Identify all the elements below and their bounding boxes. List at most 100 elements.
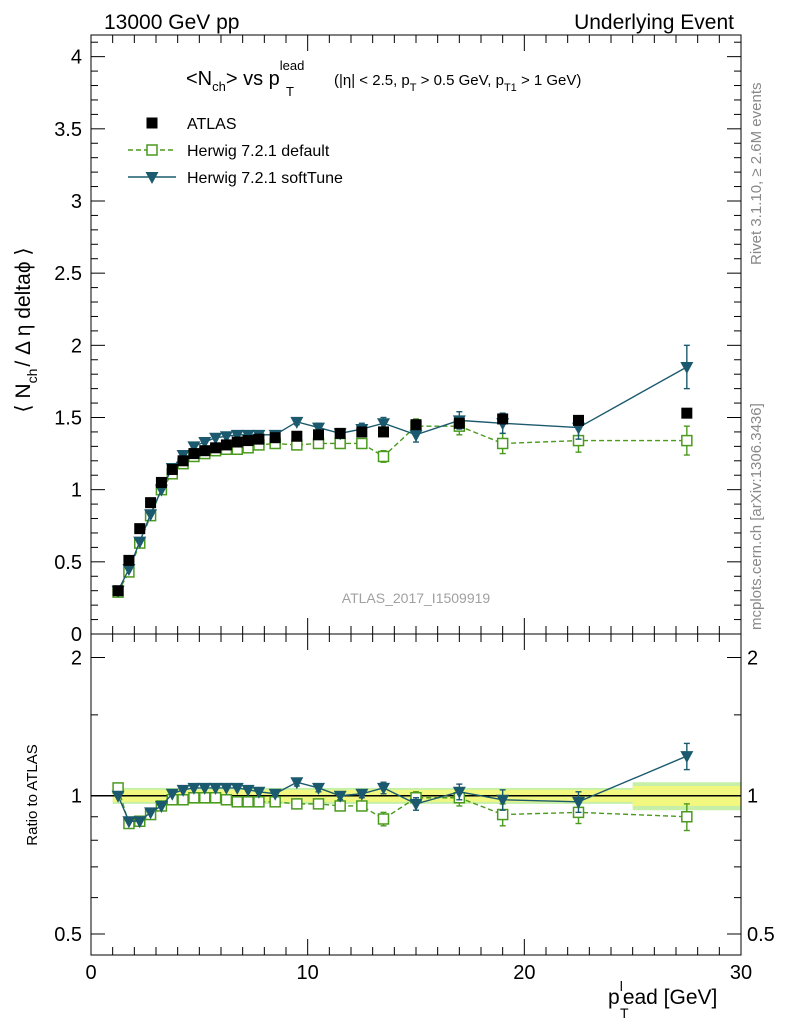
main-y-tick-label: 1 xyxy=(71,480,82,502)
ratio-softtune-series-point xyxy=(198,782,212,795)
ratio-softtune-series-point xyxy=(290,777,304,790)
atlas-series-point xyxy=(681,407,693,419)
atlas-series-point xyxy=(123,554,135,566)
main-y-tick-label: 0.5 xyxy=(54,552,82,574)
atlas-series-point xyxy=(177,455,189,467)
ratio-softtune-series-point xyxy=(241,784,255,797)
ratio-softtune-series-point xyxy=(133,816,147,829)
legend: ATLAS Herwig 7.2.1 default Herwig 7.2.1 so… xyxy=(128,116,343,187)
softtune-series-point xyxy=(680,361,694,374)
ratio-softtune-series-point xyxy=(312,782,325,795)
x-label-a-sup: l xyxy=(620,978,623,994)
ratio-softtune-series-point xyxy=(219,782,233,795)
y-label-a-sub: ch xyxy=(24,369,40,384)
softtune-series-point xyxy=(187,441,201,454)
ratio-default-series-point xyxy=(220,794,233,806)
atlas-series-point xyxy=(220,439,232,451)
legend-label: Herwig 7.2.1 softTune xyxy=(187,170,343,187)
main-y-tick-label: 2.5 xyxy=(54,263,82,285)
atlas-series-point xyxy=(453,417,465,429)
ratio-softtune-series-point xyxy=(680,751,694,764)
ratio-default-series-point xyxy=(312,798,325,810)
default-series-point xyxy=(356,437,368,450)
softtune-series-point xyxy=(209,432,223,445)
softtune-series-point xyxy=(144,509,158,522)
analysis-watermark: ATLAS_2017_I1509919 xyxy=(342,590,491,606)
softtune-series-point xyxy=(377,418,390,431)
softtune-series-point xyxy=(230,429,244,442)
atlas-series-point xyxy=(573,414,584,426)
title-cuts-2-sub: T1 xyxy=(504,82,517,94)
atlas-series-point xyxy=(145,497,157,509)
title-mid: > vs p xyxy=(226,68,280,90)
atlas-series-point xyxy=(155,476,167,488)
ratio-default-series-point xyxy=(231,796,243,808)
x-tick-label: 0 xyxy=(85,962,96,984)
main-y-tick-label: 4 xyxy=(71,47,82,69)
legend-marker-default xyxy=(146,144,158,156)
main-y-tick-label: 3.5 xyxy=(54,119,82,141)
atlas-series-point xyxy=(313,429,324,441)
ratio-softtune-series-point xyxy=(122,816,136,829)
legend-marker-softtune xyxy=(145,172,159,184)
atlas-series-point xyxy=(497,413,509,425)
ratio-softtune-series-point xyxy=(355,788,369,801)
main-y-tick-label: 1.5 xyxy=(54,407,82,429)
main-y-label: ⟨ Nch / Δ η deltaϕ ⟩ xyxy=(12,247,40,412)
ratio-softtune-series-point xyxy=(496,794,510,807)
y-label-a: ⟨ N xyxy=(12,383,35,412)
title-mid-sup: lead xyxy=(280,58,305,73)
atlas-series-point xyxy=(188,448,200,460)
ratio-default-series-point xyxy=(242,796,254,808)
ratio-softtune-series-point xyxy=(144,807,158,820)
ratio-softtune-series-point xyxy=(572,796,585,809)
softtune-series-point xyxy=(409,429,423,442)
atlas-series-point xyxy=(410,419,422,431)
atlas-series-point xyxy=(231,436,243,448)
x-tick-label: 10 xyxy=(297,962,319,984)
ratio-softtune-series-point xyxy=(209,782,223,795)
atlas-series-point xyxy=(356,426,368,438)
atlas-series-point xyxy=(199,445,211,457)
atlas-series-point xyxy=(134,523,146,535)
x-tick-label: 30 xyxy=(730,962,752,984)
ratio-softtune-series-point xyxy=(252,786,266,799)
title-cuts-2: > 0.5 GeV, p xyxy=(417,72,504,89)
softtune-series-point xyxy=(133,536,147,549)
header-right: Underlying Event xyxy=(574,11,734,34)
ratio-y-tick-label-right: 1 xyxy=(747,786,758,808)
main-y-tick-label: 3 xyxy=(71,191,82,213)
atlas-series-point xyxy=(269,432,281,444)
ratio-y-tick-label: 0.5 xyxy=(54,924,82,946)
ratio-y-label: Ratio to ATLAS xyxy=(24,744,41,845)
rivet-label: Rivet 3.1.10, ≥ 2.6M events xyxy=(748,83,765,266)
legend-label: Herwig 7.2.1 default xyxy=(187,143,330,160)
header-left: 13000 GeV pp xyxy=(104,11,239,34)
ratio-softtune-series-point xyxy=(165,788,179,801)
atlas-series-point xyxy=(378,426,389,438)
ratio-softtune-series-point xyxy=(154,800,168,813)
ratio-softtune-series-point xyxy=(333,790,347,803)
x-tick-label: 20 xyxy=(513,962,535,984)
atlas-series-point xyxy=(291,430,303,442)
softtune-series-point xyxy=(290,416,304,429)
softtune-series-point xyxy=(198,437,212,450)
ratio-softtune-series-point xyxy=(377,782,390,795)
x-label-b: ead [GeV] xyxy=(623,986,718,1009)
ratio-y-tick-label: 1 xyxy=(71,786,82,808)
ratio-softtune-series-point xyxy=(187,782,201,795)
main-panel: 0 0.5 1 1.5 2 2.5 3 3.5 4 xyxy=(54,34,742,646)
ratio-softtune-series-point xyxy=(176,784,190,797)
softtune-series-point xyxy=(219,431,233,444)
atlas-series-point xyxy=(242,435,254,447)
atlas-series-point xyxy=(112,585,124,597)
atlas-series-point xyxy=(166,463,178,475)
default-series-point xyxy=(377,450,390,463)
atlas-series-point xyxy=(334,427,346,439)
main-y-tick-label: 0 xyxy=(71,624,82,646)
ratio-default-series-point xyxy=(496,808,509,821)
x-label-a: p xyxy=(608,986,620,1009)
title-lhs-sub: ch xyxy=(212,79,226,94)
main-y-tick-label: 2 xyxy=(71,335,82,357)
